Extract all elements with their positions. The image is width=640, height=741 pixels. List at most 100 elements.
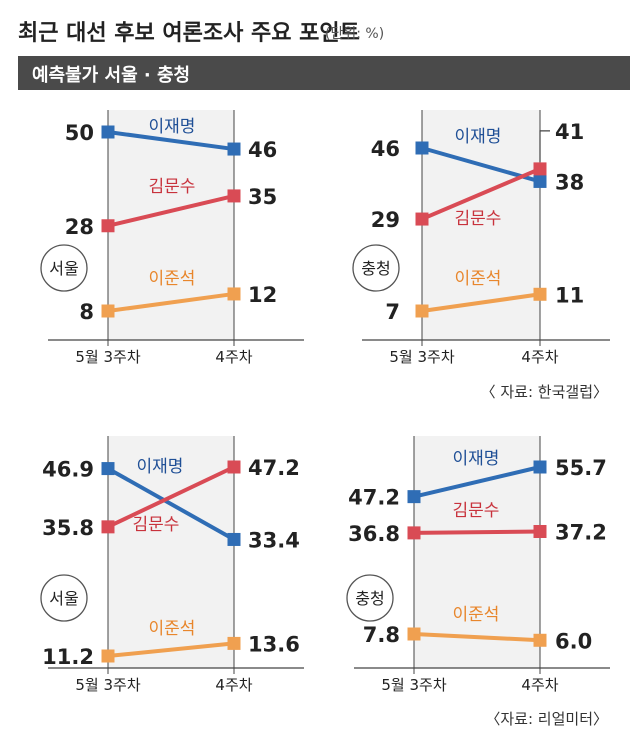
value-label: 8	[79, 300, 94, 324]
data-point-lee	[101, 462, 115, 476]
data-point-lee-jun	[533, 287, 547, 301]
data-point-lee	[533, 460, 547, 474]
series-line-lee	[107, 130, 235, 152]
series-name-lee: 이재명	[149, 117, 196, 137]
data-point-kim	[407, 526, 421, 540]
data-point-kim	[533, 162, 547, 176]
data-point-kim	[415, 212, 429, 226]
region-label: 서울	[49, 259, 78, 278]
series-name-lee-jun: 이준석	[149, 269, 196, 289]
value-label: 29	[371, 208, 400, 232]
value-label: 46	[371, 137, 400, 161]
data-point-lee	[407, 490, 421, 504]
value-label: 7	[385, 300, 400, 324]
region-label: 충청	[355, 589, 384, 608]
data-point-lee-jun	[227, 636, 241, 650]
data-point-lee-jun	[415, 304, 429, 318]
x-tick-label: 5월 3주차	[389, 348, 454, 366]
x-tick-label: 4주차	[521, 348, 558, 366]
source-top: 〈 자료: 한국갤럽〉	[481, 383, 608, 401]
leader-line	[539, 130, 550, 162]
poll-panel-1: 5월 3주차 4주차 서울 50 46 이재명 28 35 김문수 8 12 이준석	[40, 110, 304, 366]
series-line-lee	[413, 465, 541, 499]
data-point-kim	[533, 524, 547, 538]
series-line-lee-jun	[107, 291, 235, 313]
value-label: 11.2	[42, 645, 94, 669]
value-label: 41	[555, 120, 584, 144]
value-label: 33.4	[248, 528, 300, 552]
region-badge	[40, 574, 88, 622]
data-point-kim	[101, 520, 115, 534]
poll-panel-2: 5월 3주차 4주차 충청 46 38 이재명 29 41 김문수 7 11 이준석	[352, 110, 610, 366]
value-label: 6.0	[555, 629, 592, 653]
data-point-lee	[415, 141, 429, 155]
series-name-lee-jun: 이준석	[455, 269, 502, 289]
x-tick-label: 4주차	[215, 676, 252, 694]
value-label: 7.8	[363, 623, 400, 647]
series-name-kim: 김문수	[133, 515, 180, 535]
value-label: 11	[555, 283, 584, 307]
banner-title: 예측불가 서울 · 충청	[32, 65, 190, 86]
value-label: 50	[65, 121, 94, 145]
value-label: 38	[555, 170, 584, 194]
series-line-kim	[107, 193, 235, 228]
series-line-lee	[107, 466, 235, 542]
series-name-lee: 이재명	[137, 457, 184, 477]
x-tick-label: 5월 3주차	[381, 676, 446, 694]
region-badge	[352, 244, 400, 292]
value-label: 12	[248, 283, 277, 307]
data-point-lee-jun	[533, 633, 547, 647]
value-label: 46.9	[42, 458, 94, 482]
value-label: 36.8	[348, 522, 400, 546]
plot-band	[108, 436, 234, 668]
series-line-lee-jun	[421, 292, 541, 313]
value-label: 55.7	[555, 456, 607, 480]
value-label: 47.2	[248, 456, 300, 480]
data-point-kim	[227, 189, 241, 203]
data-point-lee-jun	[101, 304, 115, 318]
page-title: 최근 대선 후보 여론조사 주요 포인트	[18, 21, 360, 46]
x-tick-label: 5월 3주차	[75, 348, 140, 366]
x-tick-label: 4주차	[521, 676, 558, 694]
series-name-lee: 이재명	[455, 127, 502, 147]
data-point-lee	[227, 532, 241, 546]
x-tick-label: 4주차	[215, 348, 252, 366]
value-label: 37.2	[555, 520, 607, 544]
value-label: 46	[248, 138, 277, 162]
series-line-lee-jun	[107, 641, 235, 658]
source-bottom: 〈자료: 리얼미터〉	[485, 710, 608, 728]
series-name-kim: 김문수	[149, 177, 196, 197]
value-label: 35.8	[42, 516, 94, 540]
data-point-lee	[101, 125, 115, 139]
value-label: 35	[248, 185, 277, 209]
data-point-kim	[227, 460, 241, 474]
banner-bg	[18, 56, 630, 90]
poll-panel-3: 5월 3주차 4주차 서울 46.9 33.4 이재명 35.8 47.2 김문수 11.2 13.…	[40, 436, 304, 694]
value-label: 47.2	[348, 486, 400, 510]
series-name-kim: 김문수	[455, 209, 502, 229]
data-point-lee-jun	[227, 287, 241, 301]
data-point-lee	[533, 174, 547, 188]
series-name-kim: 김문수	[453, 501, 500, 521]
data-point-lee	[227, 142, 241, 156]
series-name-lee: 이재명	[453, 449, 500, 469]
region-badge	[40, 244, 88, 292]
series-line-kim	[107, 465, 235, 529]
series-name-lee-jun: 이준석	[149, 619, 196, 639]
region-label: 충청	[361, 259, 390, 278]
series-name-lee-jun: 이준석	[453, 605, 500, 625]
series-line-kim	[413, 529, 541, 535]
data-point-kim	[101, 219, 115, 233]
x-tick-label: 5월 3주차	[75, 676, 140, 694]
region-label: 서울	[49, 589, 78, 608]
data-point-lee-jun	[407, 627, 421, 641]
value-label: 28	[65, 215, 94, 239]
data-point-lee-jun	[101, 649, 115, 663]
series-line-kim	[421, 167, 541, 221]
series-line-lee-jun	[413, 632, 541, 643]
unit-label: (단위: %)	[325, 26, 384, 42]
region-badge	[346, 574, 394, 622]
value-label: 13.6	[248, 632, 300, 656]
plot-band	[414, 436, 540, 668]
